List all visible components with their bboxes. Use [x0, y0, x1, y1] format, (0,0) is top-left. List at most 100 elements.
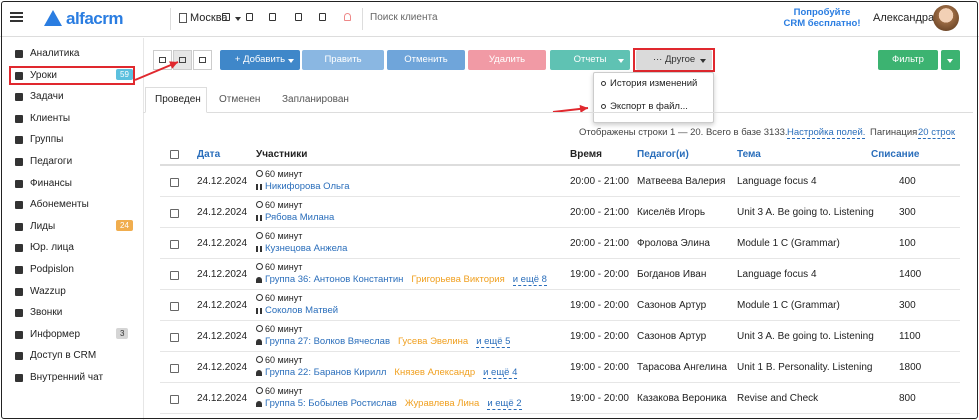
topic: Language focus 4 [737, 269, 817, 280]
dropdown-item[interactable]: История изменений [610, 78, 698, 89]
toolbar-button[interactable]: Править [302, 50, 384, 70]
sidebar-item[interactable]: Информер [30, 328, 81, 340]
promo-line: CRM бесплатно! [783, 18, 861, 29]
checkbox[interactable] [170, 271, 179, 280]
menu-line [10, 16, 23, 18]
sidebar-item[interactable]: Аналитика [30, 48, 80, 59]
clock-icon [256, 201, 263, 208]
sidebar-icon [15, 50, 23, 58]
participant[interactable]: Группа 36: Антонов Константин [265, 274, 404, 285]
participant[interactable]: Князев Александр [394, 367, 476, 378]
participant[interactable]: Гусева Эвелина [398, 336, 469, 347]
highlight [633, 48, 715, 72]
duration: 60 минут [265, 355, 303, 365]
checkbox[interactable] [170, 209, 179, 218]
dropdown-item[interactable]: Экспорт в файл... [610, 101, 688, 112]
filter-button[interactable]: Фильтр [878, 50, 938, 70]
toolbar-button[interactable]: Удалить [468, 50, 546, 70]
participant[interactable]: Кузнецова Анжела [265, 243, 348, 254]
participant[interactable]: Группа 27: Волков Вячеслав [265, 336, 391, 347]
tab[interactable]: Запланирован [282, 94, 349, 105]
charge: 300 [899, 300, 916, 311]
toolbar-button[interactable]: ··· Другое [636, 50, 712, 70]
student-icon [256, 308, 262, 314]
sidebar-item[interactable]: Педагоги [30, 156, 73, 167]
participant[interactable]: Григорьева Виктория [411, 274, 505, 285]
header-icon[interactable] [269, 13, 276, 21]
sidebar-item[interactable]: Клиенты [30, 112, 71, 124]
header-icon[interactable] [344, 13, 351, 21]
column-header: Время [570, 149, 602, 160]
settings-link[interactable]: Настройка полей. [787, 127, 866, 139]
sidebar-item[interactable]: Wazzup [30, 285, 66, 297]
more-link[interactable]: и ещё 2 [487, 398, 522, 410]
sidebar-item[interactable]: Задачи [30, 91, 64, 103]
promo[interactable]: Попробуйте CRM бесплатно! [780, 7, 864, 29]
menu-line [10, 12, 23, 14]
checkbox[interactable] [170, 364, 179, 373]
topic: Unit 3 A. Be going to. Listening [737, 207, 874, 218]
column-header[interactable]: Тема [737, 149, 761, 160]
sidebar-item[interactable]: Звонки [30, 307, 63, 319]
clock-icon [256, 294, 263, 301]
participant[interactable]: Журавлева Лина [404, 398, 480, 409]
view-button[interactable] [193, 50, 212, 70]
participant[interactable]: Рябова Милана [265, 212, 335, 223]
column-header[interactable]: Дата [197, 149, 221, 160]
row-rule [160, 227, 960, 228]
checkbox[interactable] [170, 333, 179, 342]
row-rule [160, 258, 960, 259]
sidebar-item[interactable]: Финансы [30, 177, 72, 189]
participant[interactable]: Группа 5: Бобылев Ростислав [265, 398, 397, 409]
city[interactable]: Москва [190, 12, 228, 24]
sidebar-item[interactable]: Абонементы [30, 199, 89, 211]
caret [700, 59, 706, 63]
search[interactable]: Поиск клиента [370, 12, 438, 23]
sidebar-item[interactable]: Лиды [30, 220, 56, 232]
column-header[interactable]: Списание [871, 149, 920, 160]
participant[interactable]: Группа 22: Баранов Кирилл [265, 367, 387, 378]
checkbox[interactable] [170, 178, 179, 187]
pagination-link[interactable]: 20 строк [918, 127, 956, 139]
group-icon [256, 277, 262, 283]
checkbox[interactable] [170, 395, 179, 404]
checkbox[interactable] [170, 150, 179, 159]
sidebar-item[interactable]: Доступ в CRM [30, 350, 97, 362]
clock-icon [256, 387, 263, 394]
clock-icon [256, 356, 263, 363]
column-header[interactable]: Педагог(и) [637, 149, 689, 160]
sidebar-item[interactable]: Podpislon [30, 264, 74, 275]
row-rule [160, 320, 960, 321]
teacher: Матвеева Валерия [637, 176, 726, 187]
caret [288, 59, 294, 63]
participant[interactable]: Никифорова Ольга [265, 181, 350, 192]
more-link[interactable]: и ещё 8 [512, 274, 547, 286]
divider [362, 8, 363, 30]
toolbar-button[interactable]: + Добавить [220, 50, 300, 70]
header-icon[interactable] [246, 13, 253, 21]
participant[interactable]: Соколов Матвей [265, 305, 339, 316]
more-link[interactable]: и ещё 5 [476, 336, 511, 348]
user[interactable]: Александра [873, 12, 935, 24]
checkbox[interactable] [170, 302, 179, 311]
header-icon[interactable] [295, 13, 302, 21]
sidebar-item[interactable]: Уроки [30, 69, 57, 81]
tab[interactable]: Отменен [219, 94, 261, 105]
sidebar-item[interactable]: Группы [30, 134, 64, 146]
more-link[interactable]: и ещё 4 [483, 367, 518, 379]
header-icon[interactable] [222, 13, 230, 21]
sidebar-item[interactable]: Внутренний чат [30, 372, 104, 383]
toolbar-button[interactable]: Отменить [387, 50, 465, 70]
teacher: Казакова Вероника [637, 393, 727, 404]
avatar[interactable] [933, 5, 959, 31]
header-icon[interactable] [319, 13, 326, 21]
pagination-label: Пагинация [870, 127, 918, 138]
topic: Unit 1 B. Personality. Listening [737, 362, 873, 373]
toolbar-button[interactable]: Отчеты [550, 50, 630, 70]
tab[interactable]: Проведен [155, 94, 201, 105]
time: 20:00 - 21:00 [570, 238, 629, 249]
teacher: Сазонов Артур [637, 300, 707, 311]
sidebar-item[interactable]: Юр. лица [30, 242, 74, 254]
clock-icon [256, 170, 263, 177]
checkbox[interactable] [170, 240, 179, 249]
